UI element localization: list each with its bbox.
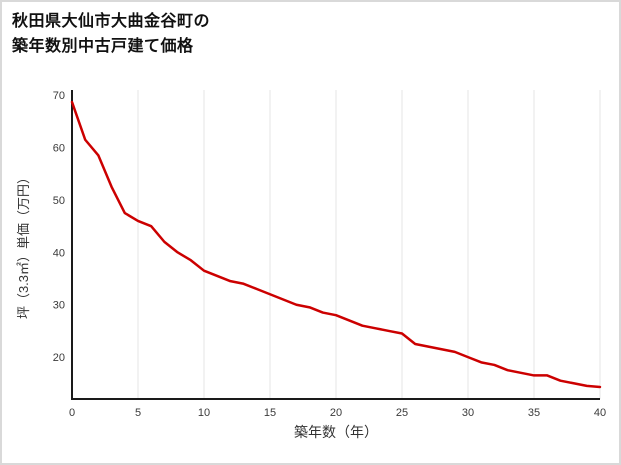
x-tick-label: 0: [69, 407, 75, 419]
x-axis-label: 築年数（年）: [294, 424, 378, 440]
x-tick-label: 25: [396, 407, 408, 419]
x-tick-label: 20: [330, 407, 342, 419]
x-tick-label: 10: [198, 407, 210, 419]
x-tick-label: 35: [528, 407, 540, 419]
x-tick-label: 5: [135, 407, 141, 419]
y-tick-label: 60: [53, 143, 65, 155]
y-tick-label: 30: [53, 300, 65, 312]
chart-title: 秋田県大仙市大曲金谷町の 築年数別中古戸建て価格: [12, 10, 210, 60]
chart-title-line2: 築年数別中古戸建て価格: [12, 37, 194, 55]
y-tick-label: 70: [53, 90, 65, 102]
price-line: [70, 100, 602, 389]
chart-title-line1: 秋田県大仙市大曲金谷町の: [12, 13, 211, 30]
y-tick-label: 50: [53, 195, 65, 207]
x-tick-label: 15: [264, 407, 276, 419]
y-tick-label: 20: [53, 352, 65, 364]
x-tick-label: 40: [594, 407, 606, 419]
y-tick-label: 40: [53, 247, 65, 259]
x-tick-label: 30: [462, 407, 474, 419]
